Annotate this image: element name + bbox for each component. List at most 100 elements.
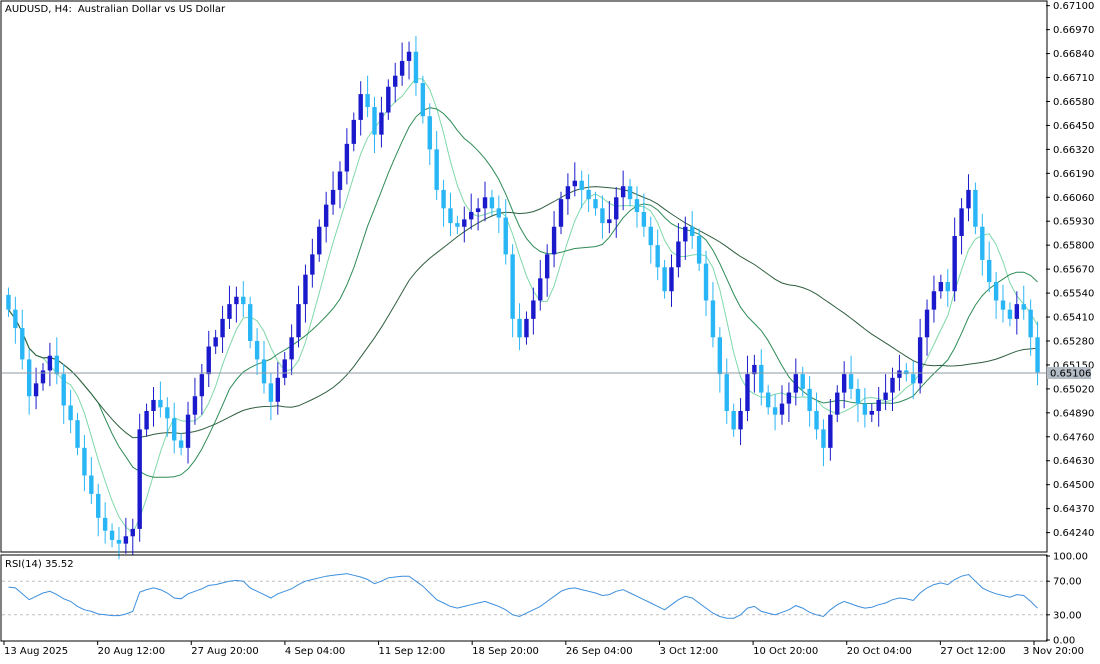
candle-body (102, 517, 108, 531)
candle-body (213, 337, 218, 347)
candle-body (275, 377, 281, 402)
current-price-box (1047, 367, 1091, 380)
candle (987, 241, 992, 293)
candle-body (358, 94, 363, 120)
candle (379, 96, 384, 148)
candle-body (26, 359, 32, 397)
candle-body (614, 197, 619, 220)
rsi-level-lines (2, 580, 1046, 616)
candle-body (987, 259, 992, 283)
candle-body (835, 392, 840, 415)
candle (475, 198, 481, 231)
candle-body (165, 407, 170, 419)
price-tick-label: 0.64500 (1053, 480, 1094, 491)
price-tick-label: 0.65280 (1053, 336, 1094, 347)
candle-body (137, 429, 142, 529)
candle (109, 523, 115, 548)
candle (241, 281, 246, 318)
rsi-pane[interactable]: RSI(14) 35.52 100.00 70.00 30.00 0.00 (0, 552, 1088, 647)
candle-body (351, 119, 356, 144)
candle-body (441, 189, 446, 209)
candle (213, 329, 218, 354)
candle (489, 189, 495, 216)
candle (655, 229, 660, 281)
candle (779, 385, 785, 425)
price-pane[interactable]: AUDUSD, H4: Australian Dollar vs US Dolla… (0, 0, 1094, 560)
candle (676, 223, 681, 278)
candle (47, 342, 53, 387)
ma-slow-line (8, 186, 1038, 439)
candle-body (393, 75, 398, 87)
candle (752, 354, 757, 393)
candle-body (620, 186, 626, 198)
candle-body (800, 374, 805, 389)
candle (1028, 299, 1033, 356)
price-axis: 0.67100 0.66970 0.66840 0.66710 0.66580 0.664… (1046, 1, 1094, 539)
candle-body (586, 189, 591, 200)
candle (1007, 302, 1013, 327)
candle-body (690, 226, 695, 236)
candle-body (683, 226, 688, 242)
candle-body (206, 346, 211, 375)
candle-body (503, 217, 508, 255)
candle (13, 296, 18, 344)
candle (524, 311, 529, 345)
candle-body (20, 328, 25, 360)
candle-body (144, 410, 149, 430)
candle-body (130, 528, 135, 537)
candle (434, 130, 439, 201)
candle (966, 174, 971, 222)
candle (227, 285, 232, 330)
candle (952, 217, 957, 302)
candle (627, 178, 633, 207)
candle (6, 287, 11, 318)
price-tick-label: 0.65150 (1053, 360, 1094, 371)
candle-body (482, 197, 488, 209)
time-tick-label: 3 Oct 12:00 (659, 646, 718, 657)
candle-body (752, 364, 757, 375)
candle (102, 502, 108, 544)
candle (759, 349, 764, 406)
candle-body (807, 388, 812, 411)
candle-body (841, 374, 847, 393)
candle (669, 254, 674, 307)
candle-body (993, 282, 999, 301)
candle-body (448, 208, 453, 224)
candle-body (289, 337, 294, 360)
candle-body (386, 86, 391, 113)
price-tick-label: 0.66970 (1053, 25, 1094, 36)
candle (406, 41, 412, 80)
rsi-tick-label: 0.00 (1053, 636, 1075, 647)
candle (158, 381, 163, 418)
candle-body (61, 374, 66, 406)
candle (614, 187, 619, 238)
candle-body (247, 304, 253, 341)
candle-body (455, 223, 460, 227)
candle (317, 219, 322, 262)
candle (503, 199, 508, 265)
candle (296, 285, 301, 348)
candle (178, 433, 184, 456)
candle (54, 337, 59, 385)
candle-body (572, 180, 577, 187)
candle (165, 397, 170, 437)
candle-body (158, 399, 163, 408)
candle (330, 171, 336, 215)
candle (40, 363, 46, 391)
rsi-axis: 100.00 70.00 30.00 0.00 (1046, 552, 1088, 647)
candle-body (931, 291, 937, 310)
candle-body (1000, 300, 1006, 310)
price-pane-frame (0, 0, 1048, 553)
candle-body (662, 267, 667, 292)
price-tick-label: 0.65670 (1053, 265, 1094, 276)
candlestick-series[interactable] (6, 36, 1040, 560)
candle-body (717, 337, 723, 375)
ma-fast-line (8, 77, 1038, 534)
time-tick-label: 27 Oct 12:00 (940, 646, 1005, 657)
candle (1021, 285, 1026, 320)
price-tick-label: 0.64630 (1053, 456, 1094, 467)
candle (765, 385, 771, 415)
candle (807, 375, 812, 427)
